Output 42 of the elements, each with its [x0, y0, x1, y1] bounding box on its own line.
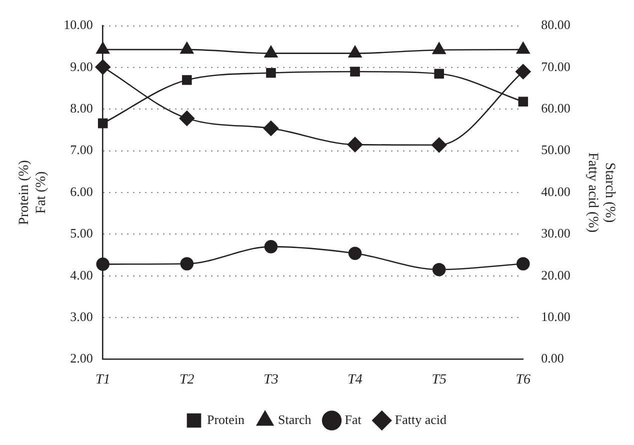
x-tick-label: T1 — [95, 372, 110, 388]
point — [182, 75, 192, 85]
point — [518, 96, 528, 107]
point — [264, 240, 278, 254]
point — [180, 257, 194, 270]
y2-tick-label: 60.00 — [541, 100, 570, 116]
y2-tick-label: 30.00 — [541, 226, 570, 241]
y-tick-label: 6.00 — [70, 184, 93, 199]
y-tick-label: 10.00 — [64, 17, 93, 32]
legend-label: Protein — [207, 412, 246, 427]
point — [516, 257, 530, 270]
legend-label: Fat — [344, 412, 362, 427]
x-tick-label: T4 — [348, 372, 362, 388]
point — [96, 258, 110, 271]
y-tick-label: 3.00 — [70, 308, 93, 324]
y2-tick-label: 40.00 — [541, 184, 570, 199]
y-tick-label: 4.00 — [70, 267, 93, 282]
y-tick-label: 9.00 — [70, 58, 93, 74]
x-tick-label: T5 — [432, 372, 446, 388]
y-tick-label: 5.00 — [70, 226, 93, 241]
y-tick-label: 2.00 — [70, 350, 93, 366]
point — [432, 262, 446, 276]
y-tick-label: 8.00 — [70, 100, 93, 116]
y2-axis-title: Starch (%) Fatty acid (%) — [585, 152, 617, 233]
legend-label: Starch — [278, 412, 312, 427]
x-tick-label: T6 — [516, 372, 531, 388]
y-tick-label: 7.00 — [70, 142, 93, 158]
y2-tick-label: 20.00 — [541, 267, 570, 282]
point — [348, 246, 362, 260]
point — [266, 68, 276, 78]
y2-tick-label: 70.00 — [541, 58, 570, 74]
legend-label: Fatty acid — [394, 412, 447, 427]
y2-tick-label: 0.00 — [541, 350, 564, 366]
point — [434, 68, 444, 79]
x-tick-label: T2 — [180, 372, 194, 388]
y-axis-title: Protein (%) Fat (%) — [17, 160, 49, 225]
y2-tick-label: 80.00 — [541, 17, 570, 32]
x-tick-label: T3 — [264, 372, 278, 388]
point — [98, 118, 108, 128]
y2-tick-label: 50.00 — [541, 142, 570, 158]
y2-tick-label: 10.00 — [541, 308, 570, 324]
point — [350, 66, 360, 77]
